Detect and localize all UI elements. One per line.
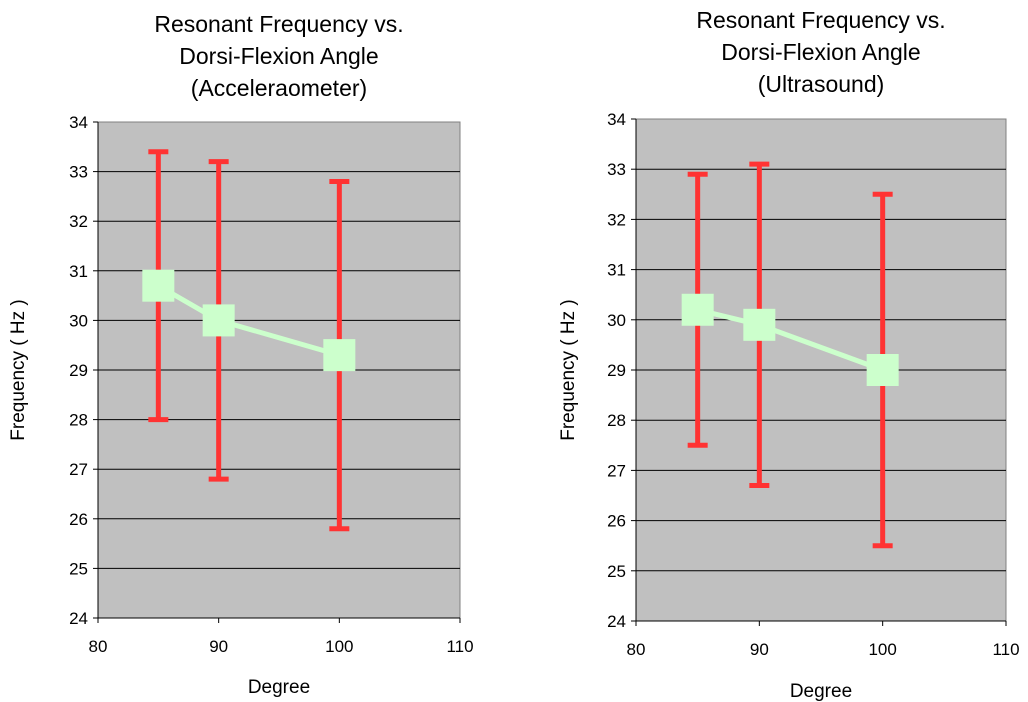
y-tick-label: 34 <box>607 110 626 129</box>
x-tick-label: 110 <box>446 637 473 656</box>
y-tick-label: 25 <box>69 559 88 578</box>
y-tick-label: 33 <box>607 160 626 179</box>
y-tick-label: 34 <box>69 113 88 132</box>
y-tick-label: 24 <box>69 609 88 628</box>
data-point <box>743 308 776 341</box>
chart-2: Resonant Frequency vs. Dorsi-Flexion Angl… <box>558 7 1020 702</box>
chart-1: Resonant Frequency vs. Dorsi-Flexion Angl… <box>8 11 474 698</box>
y-tick-label: 29 <box>607 361 626 380</box>
data-point <box>681 293 714 326</box>
x-tick-label: 90 <box>209 637 228 656</box>
y-tick-label: 31 <box>69 262 88 281</box>
chart-title-line: Resonant Frequency vs. <box>696 7 945 33</box>
x-axis-label: Degree <box>248 677 310 698</box>
x-tick-label: 100 <box>325 637 353 656</box>
chart-title-line: Dorsi-Flexion Angle <box>721 39 920 65</box>
data-point <box>323 339 356 372</box>
y-tick-label: 31 <box>607 261 626 280</box>
data-point <box>202 304 235 337</box>
y-axis-label: Frequency ( Hz ) <box>8 299 29 440</box>
x-tick-label: 100 <box>868 640 896 659</box>
y-tick-label: 28 <box>607 411 626 430</box>
chart-title-line: Resonant Frequency vs. <box>154 11 403 37</box>
y-tick-label: 30 <box>69 311 88 330</box>
y-tick-label: 27 <box>607 461 626 480</box>
chart-title-line: (Ultrasound) <box>758 71 885 97</box>
y-tick-label: 32 <box>69 212 88 231</box>
data-point <box>866 354 899 386</box>
y-axis-label: Frequency ( Hz ) <box>558 299 579 440</box>
x-tick-label: 90 <box>750 640 769 659</box>
y-tick-label: 32 <box>607 210 626 229</box>
y-tick-label: 29 <box>69 361 88 380</box>
x-tick-label: 110 <box>992 640 1019 659</box>
y-tick-label: 24 <box>607 612 626 631</box>
x-tick-label: 80 <box>627 640 646 659</box>
y-tick-label: 26 <box>607 512 626 531</box>
data-point <box>142 269 175 302</box>
y-tick-label: 25 <box>607 562 626 581</box>
y-tick-label: 26 <box>69 510 88 529</box>
y-tick-label: 33 <box>69 163 88 182</box>
chart-title-line: (Acceleraometer) <box>191 75 367 101</box>
chart-title-line: Dorsi-Flexion Angle <box>179 43 378 69</box>
y-tick-label: 30 <box>607 311 626 330</box>
y-tick-label: 28 <box>69 411 88 430</box>
x-tick-label: 80 <box>89 637 108 656</box>
y-tick-label: 27 <box>69 460 88 479</box>
x-axis-label: Degree <box>790 681 852 702</box>
